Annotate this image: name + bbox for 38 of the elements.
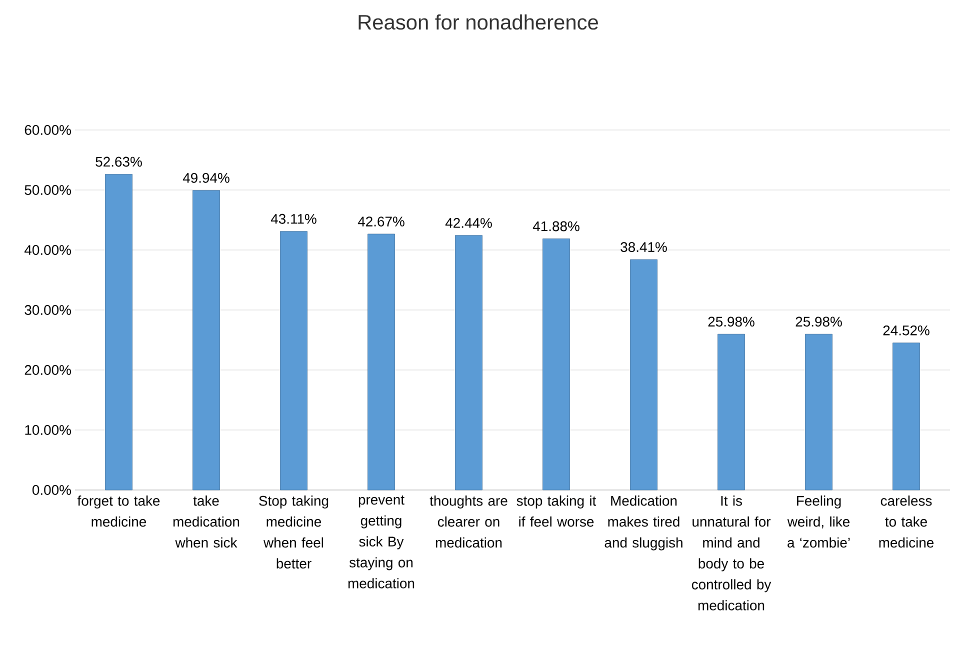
data-label: 43.11% (270, 214, 316, 224)
y-tick-label: 60.00% (24, 125, 71, 135)
data-label: 41.88% (532, 221, 580, 232)
chart-title: Reason for nonadherence (358, 14, 598, 30)
data-label: 25.98% (708, 316, 754, 327)
bar (805, 334, 832, 490)
y-tick-label: 30.00% (24, 305, 71, 315)
x-tick-label: careless to take medicine (879, 496, 934, 548)
data-label: 49.94% (182, 172, 230, 183)
data-label: 42.67% (358, 216, 404, 226)
x-tick-label: forget to take medicine (77, 496, 160, 527)
x-tick-label: It is unnatural for mind and body to be controlled by medication (692, 496, 772, 610)
y-tick-label: 0.00% (32, 485, 71, 495)
data-label: 38.41% (620, 242, 667, 252)
bar (718, 334, 745, 490)
y-tick-label: 20.00% (24, 365, 71, 375)
x-tick-label: stop taking it if feel worse (516, 496, 596, 527)
data-label: 24.52% (883, 325, 930, 336)
bar (542, 238, 570, 490)
x-tick-label: Stop taking medicine when feel better (259, 496, 328, 569)
y-tick-label: 50.00% (24, 185, 71, 195)
bar (368, 234, 395, 490)
bar (105, 174, 132, 490)
x-tick-label: Feeling weird, like a ‘zombie’ (787, 496, 850, 548)
bar (892, 342, 920, 490)
x-tick-label: Medication makes tired and sluggish (604, 496, 682, 550)
x-tick-label: prevent getting sick By staying on medication (348, 496, 414, 588)
bar (280, 231, 308, 490)
y-tick-label: 10.00% (25, 425, 71, 435)
x-tick-label: take medication when sick (173, 496, 240, 548)
data-label: 52.63% (96, 156, 142, 167)
data-label: 25.98% (796, 316, 842, 327)
y-tick-label: 40.00% (24, 245, 71, 255)
bar (455, 235, 482, 490)
data-label: 42.44% (445, 218, 492, 228)
bar (630, 259, 658, 490)
x-tick-label: thoughts are clearer on medication (430, 496, 508, 548)
bar (192, 190, 220, 490)
